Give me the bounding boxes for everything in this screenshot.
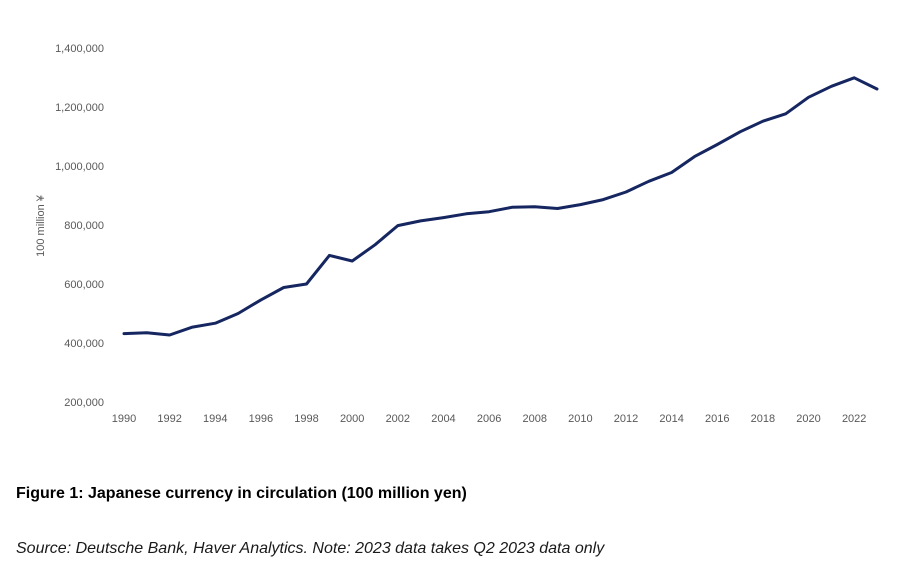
- y-tick-label: 600,000: [64, 279, 104, 291]
- x-tick-label: 2018: [751, 413, 775, 425]
- x-axis-ticks: 1990 1992 1994 1996 1998 2000 2002 2004 2006 2008…: [112, 413, 867, 425]
- x-tick-label: 2010: [568, 413, 592, 425]
- x-tick-label: 2014: [659, 413, 683, 425]
- x-tick-label: 1992: [157, 413, 181, 425]
- x-tick-label: 2012: [614, 413, 638, 425]
- x-tick-label: 1998: [294, 413, 318, 425]
- y-axis-title: 100 million ¥: [35, 194, 47, 257]
- x-tick-label: 1994: [203, 413, 227, 425]
- data-points: [123, 77, 878, 336]
- y-tick-label: 800,000: [64, 220, 104, 232]
- x-tick-label: 2008: [522, 413, 546, 425]
- x-tick-label: 2004: [431, 413, 455, 425]
- y-tick-label: 1,400,000: [55, 43, 104, 55]
- y-axis-ticks: 200,000 400,000 600,000 800,000 1,000,000 1,2…: [55, 43, 104, 409]
- x-tick-label: 1990: [112, 413, 136, 425]
- source-note: Source: Deutsche Bank, Haver Analytics. …: [16, 540, 605, 557]
- chart: 200,000 400,000 600,000 800,000 1,000,000 1,2…: [35, 43, 879, 425]
- x-tick-label: 2020: [796, 413, 820, 425]
- series-line: [122, 76, 879, 337]
- y-tick-label: 1,200,000: [55, 102, 104, 114]
- x-tick-label: 2016: [705, 413, 729, 425]
- x-tick-label: 2002: [386, 413, 410, 425]
- x-tick-label: 2000: [340, 413, 364, 425]
- y-tick-label: 200,000: [64, 397, 104, 409]
- figure-caption: Figure 1: Japanese currency in circulati…: [16, 485, 467, 502]
- y-tick-label: 1,000,000: [55, 161, 104, 173]
- x-tick-label: 2022: [842, 413, 866, 425]
- x-tick-label: 2006: [477, 413, 501, 425]
- y-tick-label: 400,000: [64, 338, 104, 350]
- x-tick-label: 1996: [249, 413, 273, 425]
